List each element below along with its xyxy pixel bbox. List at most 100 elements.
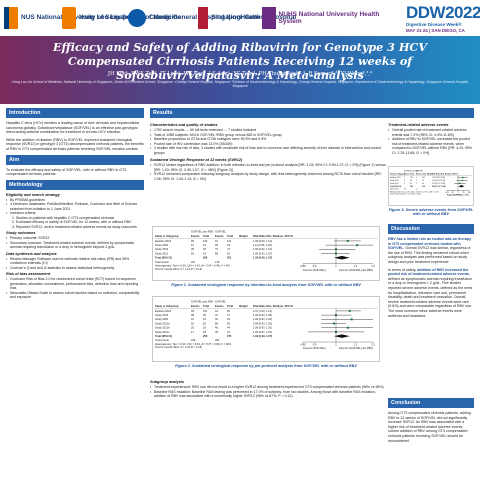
total-cell: 1.03 [0.99, 1.07] <box>253 334 272 338</box>
table-cell: 0.99 [0.93, 1.05] <box>253 321 272 325</box>
table-cell: 101 <box>410 177 413 179</box>
conclusion-text: Among GT3 compensated cirrhosis patients… <box>388 411 471 443</box>
total-events-cell: 249 <box>191 338 196 342</box>
table-cell: 62 <box>203 321 206 325</box>
table-cell: Study 2019 <box>390 179 399 182</box>
table-cell: Study 2021 <box>390 182 399 185</box>
list-item: Inclusion criteria: <box>6 211 144 216</box>
table-cell: 7 <box>404 177 405 179</box>
tick-label: 1 <box>458 192 459 194</box>
tick-label: 0.9 <box>313 343 317 347</box>
figure-3-caption: Figure 3. Severe adverse events from SOF… <box>388 208 474 216</box>
poster-authors: JH Lee¹, EWX Tay², JT Low¹, WX Tay¹, LS … <box>107 71 373 77</box>
subgroup-block: Subgroup analysis Treatment-experienced:… <box>150 378 386 399</box>
overall-effect-text: Test for overall effect: Z = 1.41 (P = 0… <box>155 267 202 271</box>
point-estimate <box>350 318 353 321</box>
favours-right: Favours [SOF/VEL plus RBV] <box>447 194 470 197</box>
tick-label: 1.1 <box>354 264 358 268</box>
tick-label: 100 <box>468 192 471 194</box>
column-header: Weight <box>239 234 248 238</box>
table-cell: 72 <box>422 180 424 182</box>
introduction-heading: Introduction <box>6 108 144 118</box>
table-cell: Esteban 2018 <box>390 176 400 179</box>
favours-right: Favours [SOF/VEL plus RBV] <box>339 346 373 350</box>
discussion-p2-pre: In terms of safety, <box>388 267 418 272</box>
total-events-cell: 279 <box>215 260 220 264</box>
tick-label: 0.9 <box>313 264 317 268</box>
list-item: Cochrane Risk of Bias 2.0 for randomized… <box>6 277 144 291</box>
table-cell: 37 <box>227 330 230 334</box>
total-cell: Total (95% CI) <box>390 185 401 188</box>
total-events-cell: 207 <box>191 260 196 264</box>
poster-header: NUS National University of Singapore Yon… <box>0 0 480 104</box>
list-item: Total of 1088 subjects: 504 in SOF/VEL+R… <box>150 133 386 138</box>
total-cell: 4.20 [1.29, 13.68] <box>432 185 446 188</box>
discussion-p1-rest: Overall SVR12 was similar, regardless of… <box>388 246 471 264</box>
nuhs-logo: NUHS National University Health System <box>262 4 400 32</box>
list-item: 1752 search results → 69 full texts revi… <box>150 128 386 133</box>
point-estimate <box>332 322 335 325</box>
column-header: Risk Ratio M-H, Random, 95% CI <box>253 304 293 308</box>
column-header: Total <box>410 173 414 176</box>
ae-title: Treatment-related adverse events <box>388 123 449 127</box>
table-cell: 102 <box>422 177 425 179</box>
table-cell: 10 <box>191 317 194 321</box>
sgh-logo: Singapore General Hospital <box>198 4 296 32</box>
list-item: Baseline proportions of GT3a and GT3b su… <box>150 137 386 142</box>
table-cell: 1.00 [0.93, 1.08] <box>253 313 272 317</box>
poster-affiliations: ¹Yong Loo Lin School of Medicine, Nation… <box>11 80 469 89</box>
conclusion-block: Conclusion Among GT3 compensated cirrhos… <box>388 398 474 446</box>
discussion-p2: In terms of safety, addition of RBV incr… <box>388 268 474 319</box>
discussion-block: Discussion RBV has a limited role as rou… <box>388 224 474 321</box>
conference-name: DDW2022 <box>406 3 480 22</box>
point-estimate <box>461 176 464 179</box>
table-cell: 101 <box>227 239 232 243</box>
table-cell: 17 <box>191 330 194 334</box>
table-cell: 33 <box>227 317 230 321</box>
tick-label: 10 <box>463 192 465 194</box>
table-cell: 39 <box>203 313 206 317</box>
table-cell: 90 <box>227 321 230 325</box>
table-cell: 2 <box>404 183 405 185</box>
list-item: Addition of RBV to SOF/VEL increased the… <box>388 137 474 155</box>
results-heading: Results <box>150 108 474 118</box>
methodology-heading: Methodology <box>6 179 144 190</box>
overall-effect-text: Test for overall effect: Z = 1.45 (P = 0… <box>155 345 202 349</box>
total-events-cell: 354 <box>215 338 220 342</box>
list-item: 4 electronic databases: PubMed/Medline, … <box>6 202 144 211</box>
favours-left: Favours [SOF/VEL] <box>303 268 326 272</box>
table-cell: 30 <box>215 317 218 321</box>
table-cell: 1 <box>416 177 417 179</box>
table-cell: 18 <box>203 330 206 334</box>
table-cell: 40 <box>410 183 412 185</box>
table-cell: 88 <box>215 321 218 325</box>
ddw-logo: DDW2022 Digestive Disease Week® MAY 21-2… <box>400 0 480 36</box>
table-cell: Study 2021c <box>155 330 170 334</box>
tick-label: 1.1 <box>354 343 358 347</box>
summary-diamond <box>458 185 465 188</box>
tick-label: 1.2 <box>371 343 375 347</box>
summary-diamond <box>333 334 350 338</box>
list-item: By PRISMA guidelines <box>6 198 144 203</box>
ae-list: Overall pooled rate of treatment-related… <box>388 128 474 155</box>
list-item: 4 studies with low risk of bias, 3 studi… <box>150 146 386 155</box>
table-cell: Study 2019 <box>155 247 169 251</box>
table-cell: 10 <box>203 317 206 321</box>
synthesis-list: Review Manager Software used to estimate… <box>6 257 144 271</box>
column-header: Events <box>215 304 224 308</box>
table-cell: 1.08 [0.93, 1.26] <box>253 317 272 321</box>
favours-left: Favours [SOF/VEL] <box>303 346 326 350</box>
table-cell: 40 <box>203 247 206 251</box>
table-cell: 25 <box>191 326 194 330</box>
table-cell: 30 <box>215 243 218 247</box>
table-cell: 1.07 [1.00, 1.13] <box>253 309 272 313</box>
list-item: Pooled rate of HIV coinfection was 13.0%… <box>150 142 386 147</box>
heterogeneity-text: Heterogeneity: Tau² = 0.00; Chi² = 0.56,… <box>390 190 439 193</box>
column-header: Study or Subgroup <box>155 304 179 308</box>
table-cell: 99 <box>191 309 194 313</box>
list-item: Cochran's Q test and I2 statistics to as… <box>6 266 144 271</box>
list-item: Review Manager Software used to estimate… <box>6 257 144 266</box>
group-header-rbv: SOF/VEL plus RBV <box>404 171 419 173</box>
list-item: Primary outcome: SVR12 <box>6 236 144 241</box>
table-cell: 70 <box>215 313 218 317</box>
